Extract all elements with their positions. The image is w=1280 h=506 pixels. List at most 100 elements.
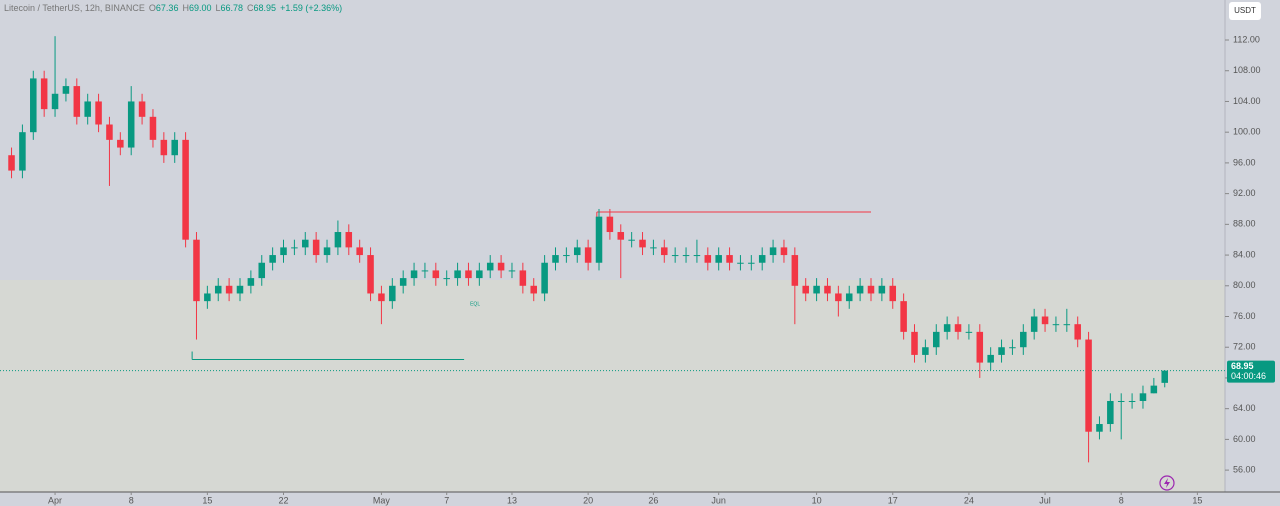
candle-body — [867, 285, 875, 294]
y-tick-label: 96.00 — [1233, 157, 1256, 167]
candle-body — [563, 255, 570, 257]
candle-body — [117, 139, 124, 148]
candle-body — [334, 232, 342, 248]
x-tick-label: 7 — [444, 495, 449, 505]
candle-body — [595, 216, 603, 263]
x-tick-label: 22 — [279, 495, 289, 505]
x-tick-label: 26 — [648, 495, 658, 505]
y-tick-label: 104.00 — [1233, 96, 1261, 106]
candle-body — [954, 324, 962, 332]
currency-label: USDT — [1234, 6, 1256, 15]
candle-body — [454, 270, 461, 279]
candle-body — [106, 124, 113, 140]
candle-body — [138, 101, 146, 117]
candle-body — [247, 278, 255, 286]
candle-body — [378, 293, 385, 302]
candle-body — [127, 101, 135, 148]
candle-body — [726, 255, 733, 263]
candle-body — [389, 285, 396, 302]
y-tick-label: 92.00 — [1233, 188, 1256, 198]
candle-body — [1085, 339, 1092, 432]
candle-body — [19, 132, 26, 171]
x-tick-label: May — [373, 495, 391, 505]
candle-body — [780, 247, 788, 256]
candle-body — [552, 255, 559, 263]
candle-body — [671, 255, 679, 257]
candle-body — [1041, 316, 1049, 325]
candle-body — [617, 232, 625, 240]
price-tag — [1227, 360, 1275, 383]
x-tick-label: 8 — [129, 495, 134, 505]
candle-body — [530, 285, 537, 294]
y-tick-label: 84.00 — [1233, 249, 1256, 259]
candle-body — [30, 78, 37, 133]
candle-body — [465, 270, 472, 279]
candle-body — [911, 331, 918, 355]
candle-body — [1096, 424, 1103, 432]
candle-body — [182, 139, 189, 240]
candle-body — [51, 93, 59, 110]
candle-body — [845, 293, 853, 302]
x-tick-label: 8 — [1119, 495, 1124, 505]
candle-body — [258, 262, 266, 279]
x-tick-label: 15 — [1192, 495, 1202, 505]
candle-body — [573, 247, 581, 256]
candle-body — [693, 255, 701, 257]
candle-body — [160, 139, 168, 156]
candle-body — [802, 285, 809, 294]
candle-body — [410, 270, 418, 279]
x-tick-label: Apr — [48, 495, 62, 505]
candle-body — [432, 270, 440, 279]
y-tick-label: 64.00 — [1233, 403, 1256, 413]
candle-body — [8, 155, 15, 171]
candle-body — [323, 247, 331, 256]
y-tick-label: 108.00 — [1233, 65, 1261, 75]
candle-body — [291, 247, 298, 249]
x-tick-label: 17 — [888, 495, 898, 505]
candle-body — [856, 285, 864, 294]
candle-body — [214, 285, 222, 294]
candle-body — [236, 285, 244, 294]
quote-value: 66.78 — [221, 3, 244, 13]
candle-body — [1030, 316, 1038, 332]
x-tick-label: Jun — [711, 495, 726, 505]
candle-body — [943, 324, 951, 332]
y-tick-label: 56.00 — [1233, 464, 1256, 474]
candle-body — [280, 247, 287, 256]
y-tick-label: 60.00 — [1233, 434, 1256, 444]
y-tick-label: 80.00 — [1233, 280, 1256, 290]
candle-body — [889, 285, 897, 302]
candle-body — [791, 255, 799, 286]
candle-body — [998, 347, 1005, 355]
quote-value: 67.36 — [156, 3, 179, 13]
time-axis — [0, 492, 1225, 506]
candle-body — [1063, 324, 1071, 326]
lightning-bolt — [1164, 478, 1170, 488]
candle-body — [1161, 370, 1168, 383]
candle-body — [965, 331, 973, 333]
price-tag-countdown: 04:00:46 — [1231, 371, 1266, 381]
candle-body — [443, 278, 450, 280]
candle-body — [835, 293, 842, 302]
candle-body — [204, 293, 211, 302]
candle-body — [40, 78, 48, 110]
quote-key: L — [215, 3, 220, 13]
candle-body — [421, 270, 429, 272]
candle-body — [878, 285, 886, 294]
candle-body — [1107, 400, 1114, 425]
candle-body — [486, 262, 494, 271]
candle-body — [661, 247, 668, 256]
candle-body — [650, 247, 657, 249]
candle-body — [356, 247, 363, 256]
candle-body — [748, 262, 755, 264]
candle-body — [824, 285, 831, 294]
candle-body — [1139, 393, 1147, 401]
candle-body — [1009, 347, 1016, 349]
candle-body — [1052, 324, 1060, 326]
candle-body — [476, 270, 483, 279]
lightning-icon[interactable] — [1159, 475, 1175, 491]
candle-body — [269, 255, 276, 263]
currency-button[interactable] — [1229, 2, 1261, 20]
candle-body — [302, 239, 309, 248]
candle-body — [84, 101, 91, 117]
